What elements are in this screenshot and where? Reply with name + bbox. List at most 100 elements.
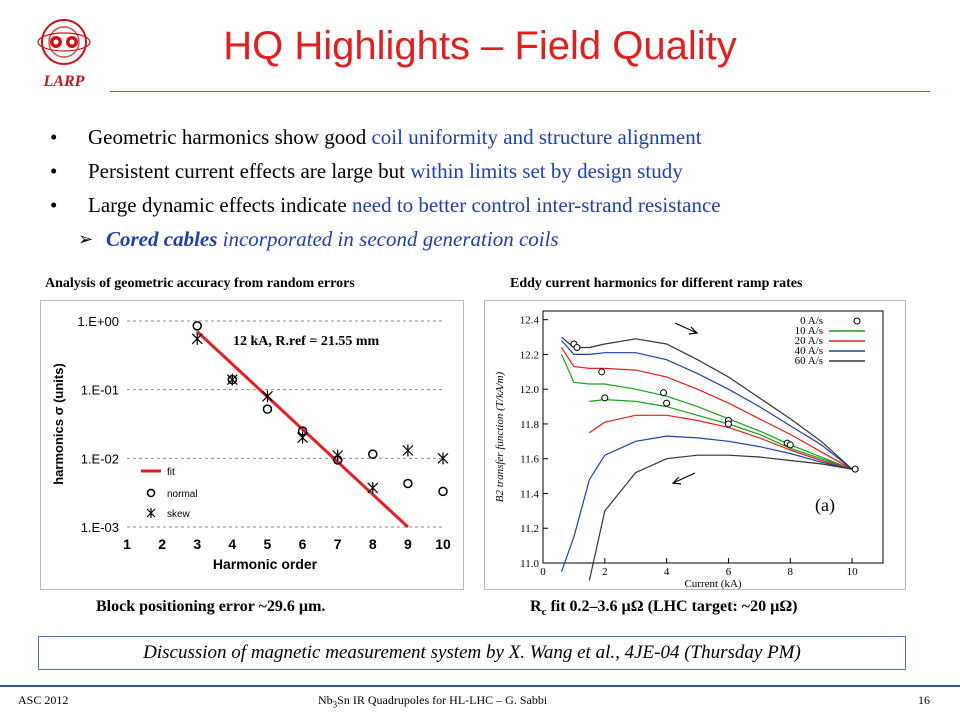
dc-measurement-point: [851, 465, 859, 473]
x-tick-label: 2: [158, 536, 166, 552]
x-tick-label: 2: [602, 566, 608, 578]
dc-measurement-point: [660, 389, 668, 397]
y-tick-label: 11.2: [520, 523, 539, 535]
x-axis-label: Current (kA): [684, 578, 741, 589]
legend-label: 0 A/s: [800, 315, 823, 327]
bullet-highlight: coil uniformity and structure alignment: [371, 125, 702, 149]
ramp-curve-up: [561, 336, 853, 470]
left-bottom-caption: Block positioning error ~29.6 µm.: [96, 598, 326, 615]
normal-point: [192, 321, 202, 331]
footer-title-rest: Sn IR Quadrupoles for HL-LHC – G. Sabbi: [337, 693, 548, 707]
sub-bullet-item: ➢ Cored cables incorporated in second ge…: [48, 222, 948, 256]
y-axis-label: harmonics σ (units): [51, 363, 66, 485]
x-tick-label: 3: [193, 536, 201, 552]
footer-divider: [0, 685, 960, 687]
ramp-curve-down: [560, 435, 853, 572]
skew-point: [332, 449, 344, 462]
bullet-item: • Persistent current effects are large b…: [48, 154, 948, 188]
normal-point: [368, 449, 378, 459]
skew-point: [402, 444, 414, 457]
dc-measurement-point: [573, 343, 581, 351]
x-tick-label: 6: [726, 566, 732, 578]
legend-label: 40 A/s: [795, 345, 823, 357]
ramp-curve-down: [589, 414, 853, 470]
y-tick-label: 11.8: [520, 419, 539, 431]
y-tick-label: 1.E-02: [81, 451, 119, 466]
y-tick-label: 1.E+00: [77, 314, 119, 329]
normal-point: [403, 478, 413, 489]
dc-measurement-point: [663, 399, 671, 407]
legend-label: 10 A/s: [795, 325, 823, 337]
x-tick-label: 9: [404, 536, 412, 552]
legend-label: 20 A/s: [795, 335, 823, 347]
x-axis-label: Harmonic order: [213, 556, 318, 572]
bullet-list: • Geometric harmonics show good coil uni…: [48, 120, 948, 256]
plot-frame: [542, 310, 884, 564]
right-chart-caption: Eddy current harmonics for different ram…: [510, 276, 803, 291]
dc-measurement-point: [598, 368, 606, 376]
footer-title-pre: Nb: [318, 693, 333, 707]
legend-fit-label: fit: [167, 467, 175, 478]
normal-point: [262, 404, 273, 414]
ramp-down-arrow-icon: [671, 472, 696, 485]
skew-point: [367, 481, 379, 494]
x-tick-label: 5: [264, 536, 272, 552]
sub-bullet-text: incorporated in second generation coils: [217, 227, 559, 251]
y-tick-label: 11.6: [520, 454, 539, 466]
rc-symbol: R: [530, 598, 542, 615]
y-tick-label: 11.0: [520, 558, 539, 570]
right-bottom-caption: Rc fit 0.2–3.6 µΩ (LHC target: ~20 µΩ): [530, 598, 797, 618]
y-tick-label: 12.0: [520, 384, 540, 396]
x-tick-label: 4: [664, 566, 670, 578]
bullet-text: Large dynamic effects indicate: [88, 193, 352, 217]
arrow-bullet-icon: ➢: [78, 229, 94, 249]
page-number: 16: [918, 693, 930, 707]
geometric-harmonics-chart: 1.E+00 1.E-01 1.E-02 1.E-03 1 2 3 4 5 6 7 8 9 10 Harmo…: [51, 314, 451, 572]
bullet-highlight: within limits set by design study: [410, 159, 683, 183]
ramp-curve-down: [588, 454, 853, 581]
normal-point: [438, 486, 448, 497]
legend-skew-swatch: [146, 508, 156, 518]
legend-normal-swatch: [146, 488, 156, 498]
rc-fit-text: fit 0.2–3.6 µΩ (LHC target: ~20 µΩ): [546, 598, 798, 615]
larp-logo-text: LARP: [43, 73, 85, 90]
x-tick-label: 1: [123, 536, 131, 552]
ramp-curve-down: [589, 398, 853, 470]
y-tick-label: 1.E-01: [81, 383, 119, 398]
x-tick-label: 8: [788, 566, 794, 578]
larp-logo: LARP: [37, 19, 91, 90]
dc-measurement-point: [724, 420, 732, 428]
legend-label: 60 A/s: [795, 355, 823, 367]
bullet-text: Persistent current effects are large but: [88, 159, 411, 183]
left-chart-panel: 1.E+00 1.E-01 1.E-02 1.E-03 1 2 3 4 5 6 7 8 9 10 Harmo…: [40, 300, 464, 590]
dc-measurement-point: [601, 394, 609, 402]
ramp-up-arrow-icon: [674, 322, 699, 335]
title-divider: [110, 91, 930, 92]
skew-point: [437, 452, 449, 465]
dc-measurement-point: [786, 441, 794, 449]
panel-label: (a): [815, 495, 835, 516]
bullet-dot-icon: •: [50, 125, 58, 149]
discussion-note: Discussion of magnetic measurement syste…: [38, 636, 906, 670]
legend-marker: [853, 317, 861, 325]
x-tick-label: 10: [847, 566, 859, 578]
footer-title: Nb3Sn IR Quadrupoles for HL-LHC – G. Sab…: [318, 693, 547, 709]
legend-skew-label: skew: [167, 509, 191, 520]
bullet-highlight: need to better control inter-strand resi…: [351, 193, 721, 217]
legend-normal-label: normal: [167, 489, 198, 500]
x-tick-label: 10: [435, 536, 451, 552]
y-tick-label: 11.4: [520, 488, 539, 500]
skew-point: [297, 431, 308, 444]
bullet-dot-icon: •: [50, 193, 58, 217]
bullet-text: Geometric harmonics show good: [88, 125, 372, 149]
fit-line: [196, 330, 409, 529]
ramp-curve-up: [561, 340, 853, 470]
bullet-item: • Geometric harmonics show good coil uni…: [48, 120, 948, 154]
x-tick-label: 8: [369, 536, 377, 552]
y-axis-label: B2 transfer function (T/kA/m): [494, 371, 506, 502]
x-tick-label: 7: [334, 536, 342, 552]
rc-subscript: c: [541, 606, 547, 619]
y-tick-label: 12.4: [520, 315, 540, 327]
x-tick-label: 0: [540, 566, 546, 578]
skew-point: [191, 332, 203, 345]
